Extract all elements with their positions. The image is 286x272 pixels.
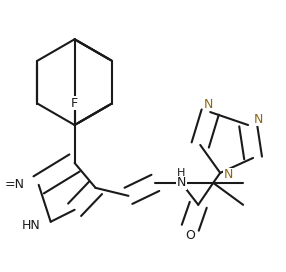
Text: N: N [204,98,213,111]
Text: =N: =N [5,178,25,191]
Text: HN: HN [22,219,41,232]
Text: O: O [185,229,195,242]
Text: N: N [223,168,233,181]
Text: F: F [71,97,78,110]
Text: N: N [253,113,263,126]
Text: H: H [177,168,186,178]
Text: N: N [177,176,186,189]
